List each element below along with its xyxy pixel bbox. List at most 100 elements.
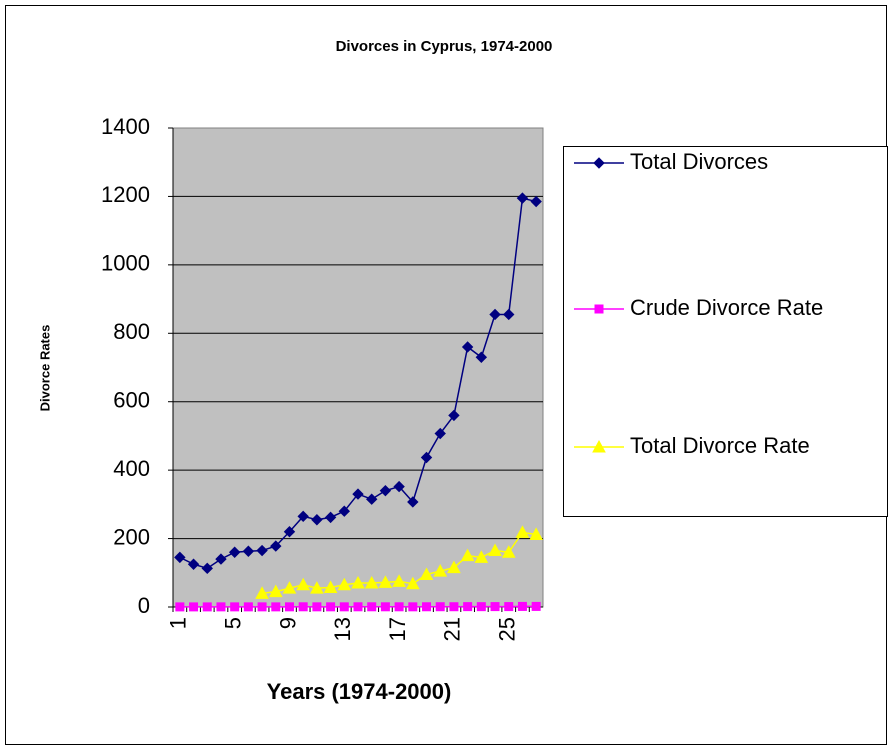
data-point [503,308,515,321]
data-point [489,308,501,321]
chart-title: Divorces in Cyprus, 1974-2000 [336,38,553,55]
x-tick-label: 5 [220,617,245,629]
data-point [530,195,542,208]
data-point [283,526,296,538]
data-point [284,602,294,612]
data-point [433,564,448,577]
data-point [393,480,405,493]
data-point [516,192,529,204]
data-point [378,575,393,588]
x-tick-label: 25 [495,617,520,641]
data-point [435,602,445,612]
legend-label: Total Divorces [630,149,768,174]
data-point [353,602,363,612]
data-point [351,576,365,589]
legend [563,146,888,517]
data-point [282,581,297,594]
y-tick-label: 1400 [101,114,150,139]
data-point [449,602,459,612]
data-point [271,602,281,612]
data-point [463,602,473,612]
data-point [326,602,336,612]
data-point [242,545,255,557]
data-point [448,409,460,422]
y-tick-label: 1000 [101,251,150,276]
legend-marker [592,439,606,453]
data-point [364,576,379,589]
y-tick-label: 200 [113,524,150,549]
data-point [422,602,432,612]
data-point [529,527,543,540]
legend-marker [594,304,604,314]
data-point [460,548,475,562]
data-point [434,427,446,440]
y-axis-label: Divorce Rates [37,325,52,412]
x-tick-label: 9 [275,617,300,629]
data-point [420,451,433,464]
data-point [339,602,349,612]
data-point [337,577,352,591]
data-point [230,602,240,612]
data-point [174,551,186,564]
data-point [394,602,404,612]
data-point [517,601,527,611]
data-point [490,602,500,612]
data-point [175,602,185,612]
data-point [323,580,338,593]
data-point [216,602,226,612]
y-tick-label: 600 [113,388,150,413]
y-tick-label: 800 [113,319,150,344]
data-point [461,341,474,353]
data-point [476,602,486,612]
x-tick-label: 1 [166,617,191,629]
data-point [408,602,418,612]
data-point [515,525,530,538]
data-point [405,576,420,590]
plot-area [172,127,544,608]
data-point [215,553,227,565]
data-point [419,567,434,580]
data-point [338,505,351,517]
data-point [407,496,419,508]
data-point [475,351,488,363]
data-point [189,602,199,612]
data-point [379,484,392,497]
y-tick-label: 1200 [101,182,150,207]
legend-marker [593,157,605,169]
data-point [380,602,390,612]
data-point [447,560,461,574]
data-point [255,586,269,599]
data-point [202,602,212,612]
data-point [504,602,514,612]
data-point [310,581,324,594]
x-tick-label: 17 [385,617,410,641]
data-point [257,602,267,612]
data-point [488,543,502,557]
x-tick-label: 21 [440,617,465,641]
data-point [187,558,200,570]
data-point [392,574,406,587]
data-point [352,488,364,500]
data-point [311,514,323,526]
data-point [296,577,311,591]
data-point [268,584,283,598]
data-point [312,602,322,612]
data-point [365,493,378,505]
data-point [324,511,337,524]
data-point [501,545,516,558]
data-point [270,540,282,552]
data-point [201,562,213,575]
data-point [297,510,309,523]
data-point [531,601,541,611]
legend-label: Total Divorce Rate [630,433,810,458]
data-point [243,602,253,612]
data-point [298,602,308,612]
y-tick-label: 400 [113,456,150,481]
x-tick-label: 13 [330,617,355,641]
y-tick-label: 0 [138,593,150,618]
legend-label: Crude Divorce Rate [630,295,823,320]
data-point [256,544,268,557]
data-point [367,602,377,612]
x-axis-label: Years (1974-2000) [267,679,452,704]
